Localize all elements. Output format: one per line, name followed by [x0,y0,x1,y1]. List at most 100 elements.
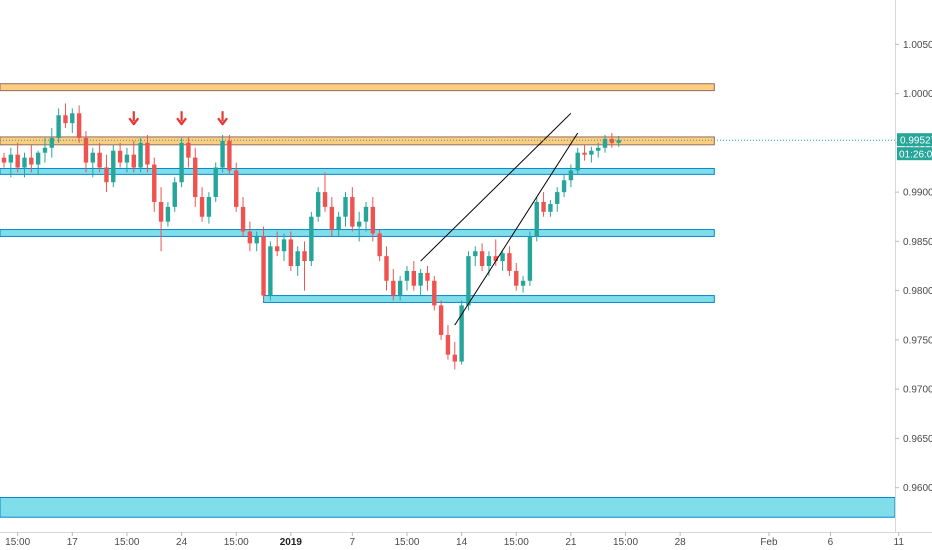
candle [466,251,471,311]
candle-body [186,142,191,158]
candle [575,147,580,175]
candle-body [131,154,136,168]
candle-body [404,270,410,281]
time-axis[interactable]: 15:00 17 15:00 24 15:00 2019 7 15:00 14 15:00 21 15… [5,532,904,548]
zones-layer [0,83,896,518]
candle [561,174,567,198]
candle-body [63,115,68,124]
candle [356,211,362,242]
candle-body [29,157,34,165]
candle-body [213,167,218,198]
candle-body [425,272,430,281]
candle [275,231,280,257]
candle-body [507,253,512,271]
candle [452,341,457,370]
candle-body [493,256,498,262]
candle-body [295,251,300,266]
candle [206,192,212,224]
bar-countdown: 01:26:04 [899,150,932,161]
time-tick-label: 15:00 [5,537,30,548]
candle-body [473,251,478,257]
candle-body [609,138,615,143]
wedge-lower-line[interactable] [454,132,579,326]
candle [288,231,294,271]
candle [8,147,14,178]
candle-body [247,231,253,244]
time-tick-label: 15:00 [504,537,529,548]
price-tick-label: 1.00500 [903,40,932,51]
candle [261,226,266,301]
time-tick-label: 7 [350,537,356,548]
candle-body [514,270,519,286]
candle-body [268,246,273,296]
candle-body [377,233,382,257]
candle-body [411,270,416,286]
price-axis[interactable]: 1.005001.000000.995000.990000.985000.980… [895,40,932,494]
candle-body [275,246,280,252]
candle-body [111,150,116,183]
candle [411,261,416,291]
time-tick-label: 15:00 [394,537,419,548]
wedge-upper-line[interactable] [420,112,572,262]
candle [548,199,553,217]
time-tick-label: 14 [456,537,468,548]
candle [445,325,451,360]
candle [404,266,410,291]
candle [582,144,587,161]
time-tick-label: 15:00 [114,537,139,548]
candle-body [500,253,505,262]
candle-body [602,138,608,148]
candle-body [616,140,621,143]
resistance-touch-arrow-1[interactable] [128,111,140,126]
candle [111,144,116,188]
candle [322,172,328,212]
candle-body [234,170,239,207]
candle [568,164,574,188]
candle-body [15,154,20,168]
candles-layer [1,103,621,370]
candle [49,128,55,158]
candle [70,108,75,133]
candle-body [548,203,553,212]
candle [240,197,246,237]
last-price-tag[interactable]: 0.99527 01:26:04 [897,133,932,161]
candle-body [288,239,294,266]
last-price-value: 0.99527 [900,136,932,147]
candle-body [350,197,355,227]
candle [131,140,136,173]
candle [104,154,109,193]
candle-body [165,206,171,222]
candle-body [309,216,314,262]
candle [384,246,389,291]
arrow-head [217,117,228,126]
candle [22,152,27,178]
candle-body [172,182,177,207]
candle-body [90,152,95,163]
candle-body [322,192,328,207]
candle-body [575,152,580,171]
candle-body [459,305,464,362]
candle [186,136,191,168]
candle-body [240,206,246,232]
time-tick-label: 15:00 [224,537,249,548]
candle-body [520,280,526,286]
resistance-touch-arrow-3[interactable] [217,111,228,126]
candle [295,246,300,276]
candle-body [56,115,61,138]
time-tick-label: 17 [67,537,79,548]
support-zone-bottom [0,497,896,518]
candle [179,137,184,188]
candle [1,152,7,168]
candle-body [49,137,55,148]
candle-body [596,147,601,151]
candle [302,241,307,291]
candle-body [486,256,492,266]
candle [350,187,355,232]
candle [165,201,171,227]
resistance-touch-arrow-2[interactable] [176,111,187,126]
